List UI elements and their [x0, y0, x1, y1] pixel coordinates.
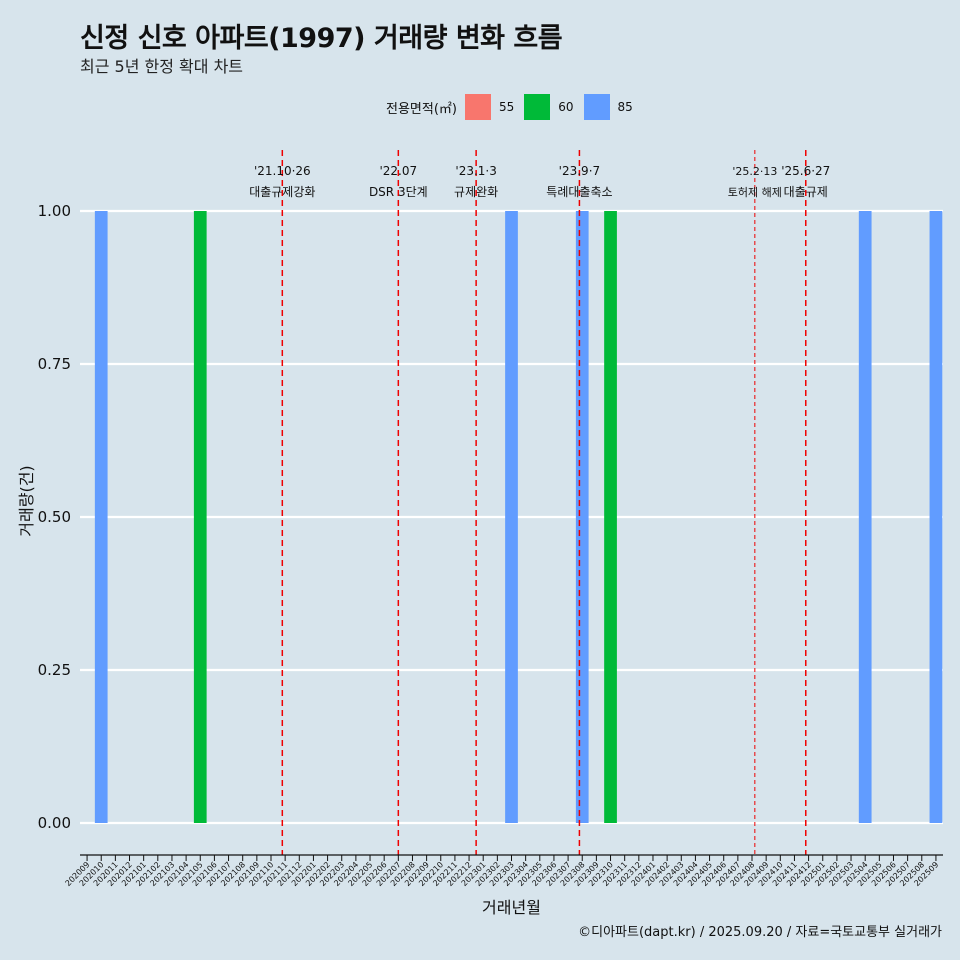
event-name-label: 규제완화: [454, 185, 498, 199]
legend-label-60: 60: [558, 100, 574, 114]
legend-label-85: 85: [617, 100, 633, 114]
bar-60-202310: [604, 211, 617, 823]
event-date-label: '25.6·27: [781, 164, 830, 178]
y-tick-label: 0.50: [38, 508, 71, 526]
legend: 전용면적(㎡) 55 60 85: [386, 92, 643, 122]
event-name-label: DSR 3단계: [369, 185, 428, 199]
bar-85-202010: [94, 211, 108, 823]
event-date-label: '23.9·7: [559, 164, 600, 178]
bar-60-202105: [193, 211, 207, 823]
legend-item-85: 85: [583, 94, 633, 120]
y-tick-label: 0.25: [38, 661, 71, 679]
legend-title: 전용면적(㎡): [386, 101, 457, 117]
legend-label-55: 55: [498, 100, 515, 114]
legend-item-55: 55: [464, 94, 515, 120]
x-axis-title: 거래년월: [482, 898, 541, 917]
event-name-label: 토허제 해제: [728, 185, 782, 199]
event-date-label: '23.1·3: [455, 164, 496, 178]
event-date-label: '21.10·26: [254, 164, 311, 178]
chart-title: 신정 신호 아파트(1997) 거래량 변화 흐름: [80, 23, 563, 54]
y-tick-label: 0.00: [38, 814, 71, 832]
legend-key-60: [524, 94, 551, 120]
event-name-label: 대출규제: [784, 185, 828, 199]
event-name-label: 특례대출축소: [546, 185, 612, 199]
event-date-label: '25.2·13: [732, 165, 777, 178]
legend-key-85: [583, 94, 610, 120]
source-caption: ©디아파트(dapt.kr) / 2025.09.20 / 자료=국토교통부 실…: [578, 925, 942, 940]
y-tick-label: 1.00: [38, 202, 71, 220]
y-tick-label: 0.75: [38, 355, 71, 373]
y-axis-title: 거래량(건): [17, 465, 36, 536]
bar-85-202308: [575, 211, 589, 823]
chart-subtitle: 최근 5년 한정 확대 차트: [80, 57, 244, 76]
legend-key-55: [464, 94, 491, 120]
event-date-label: '22.07: [379, 164, 417, 178]
bar-85-202303: [505, 211, 518, 823]
bar-85-202509: [929, 211, 943, 823]
bar-85-202504: [858, 211, 872, 823]
event-name-label: 대출규제강화: [249, 185, 315, 199]
legend-item-60: 60: [524, 94, 574, 120]
